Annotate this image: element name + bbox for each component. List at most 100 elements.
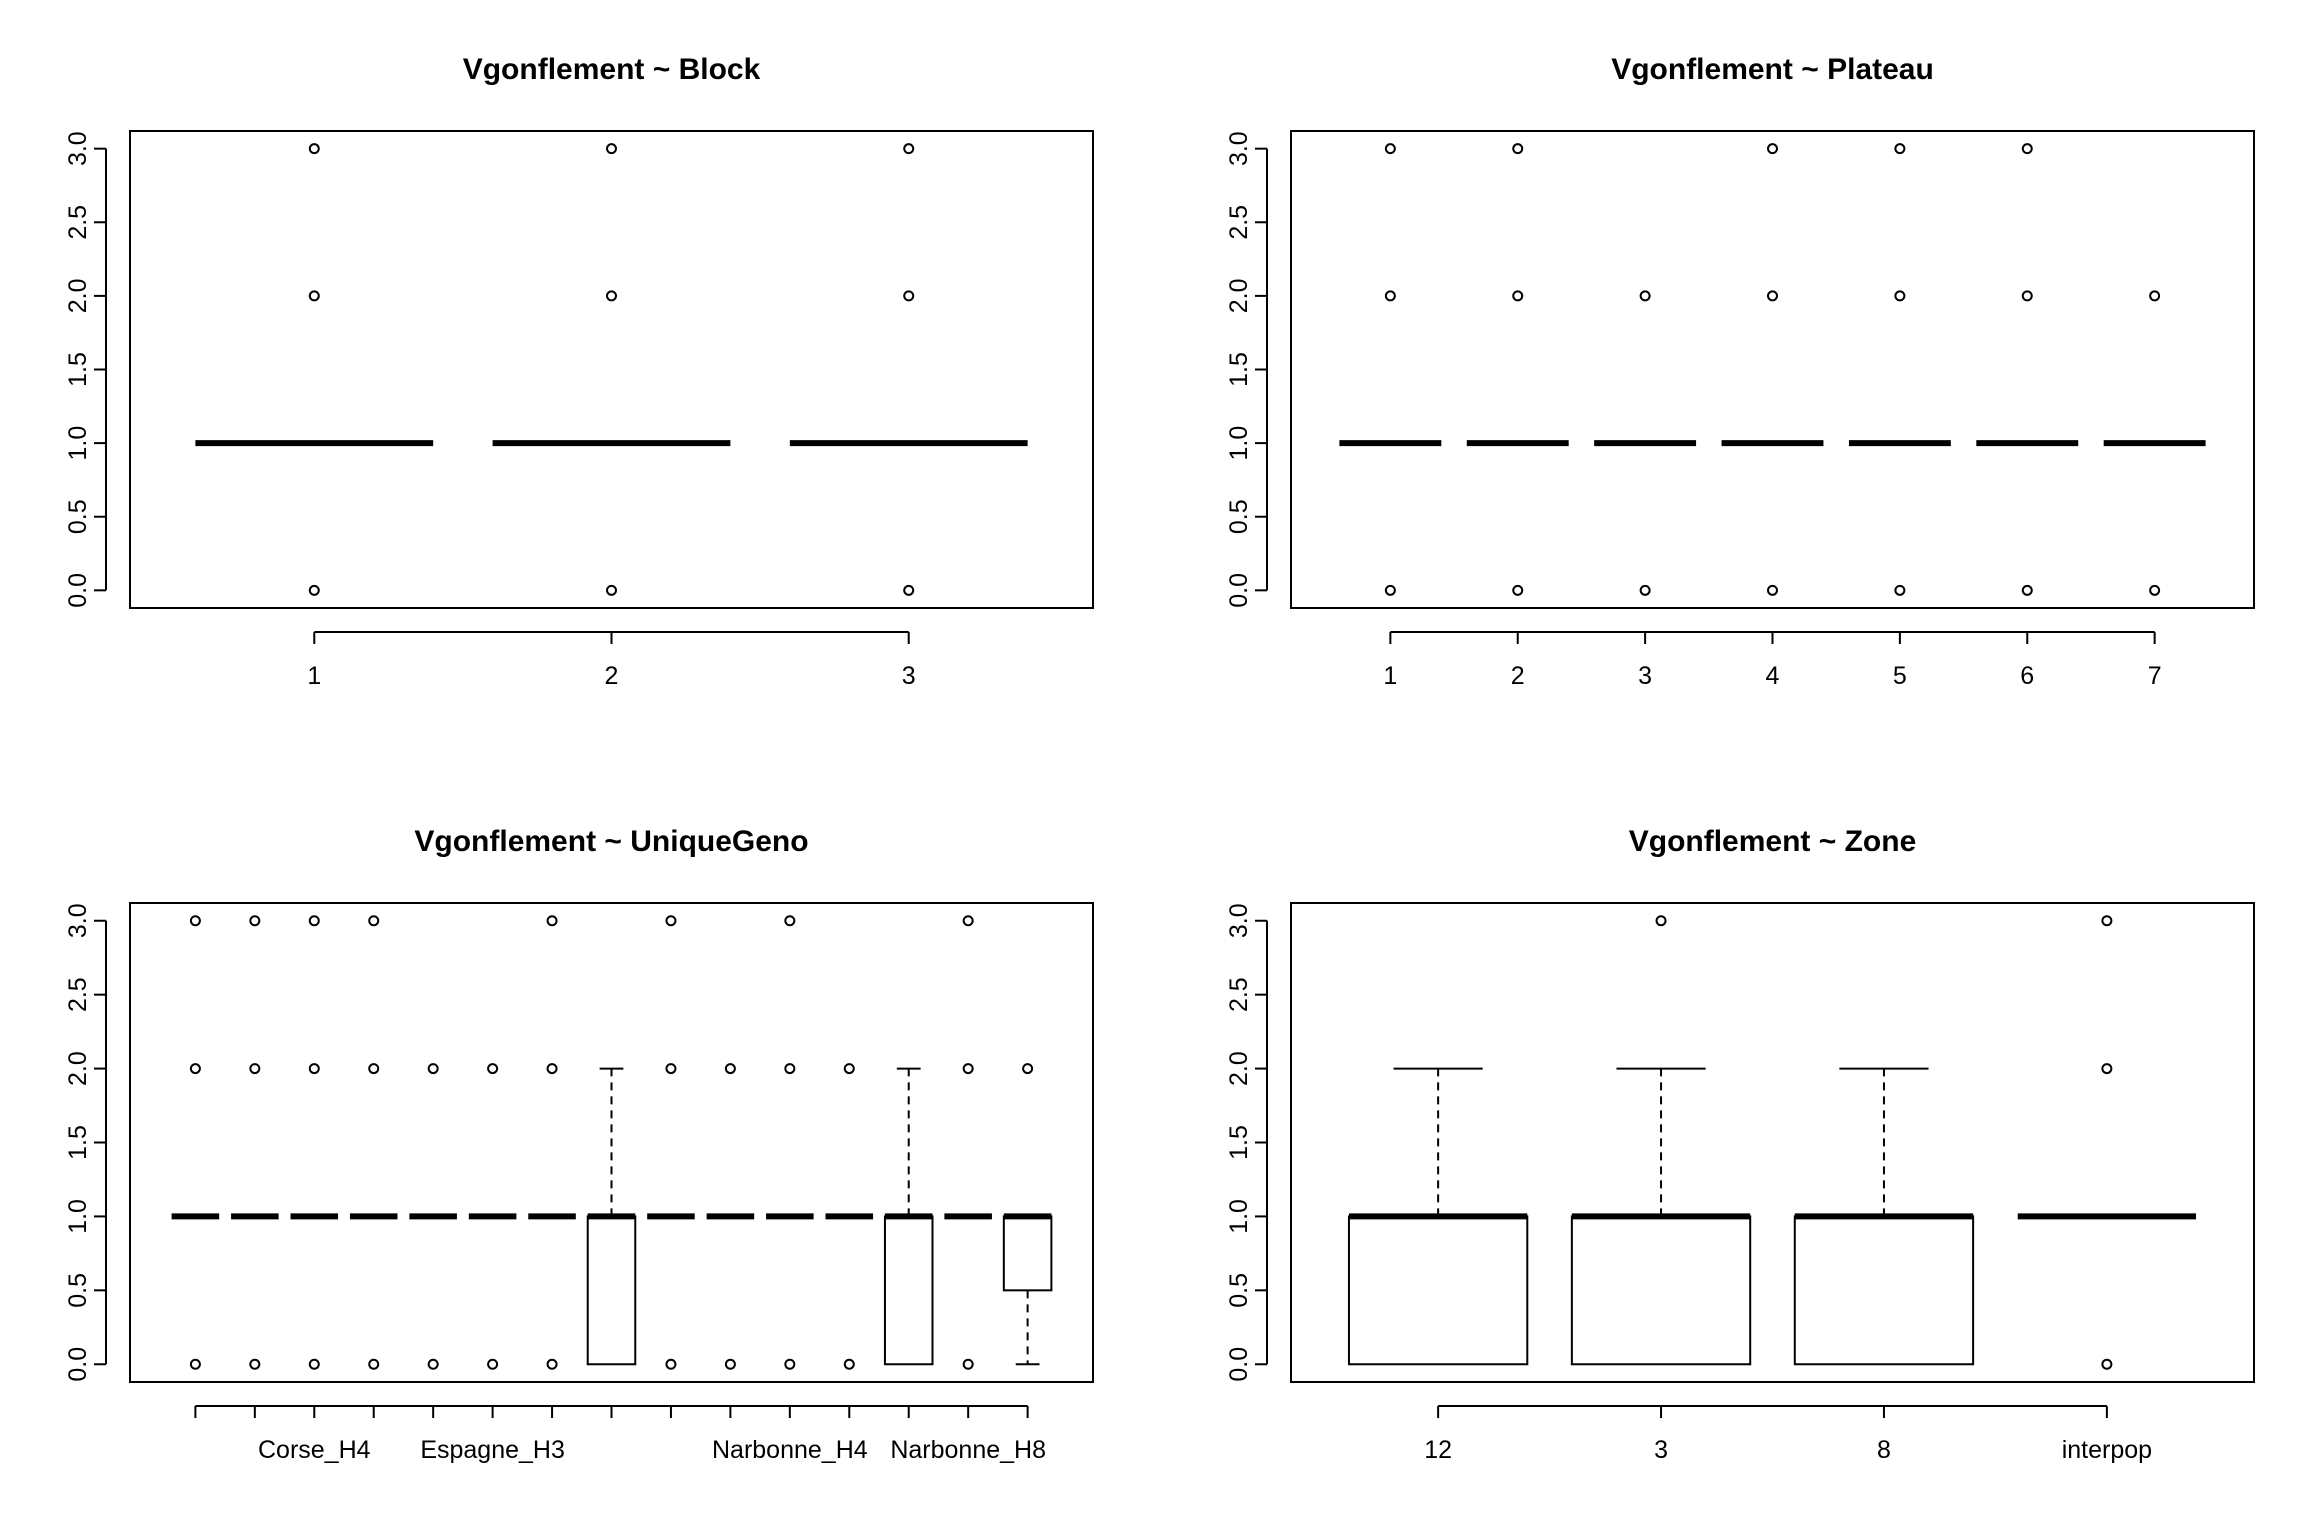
outlier-point <box>427 1063 439 1075</box>
x-tick-label: Espagne_H3 <box>420 1436 565 1464</box>
y-tick-label: 2.5 <box>64 205 92 240</box>
outlier-point <box>249 1063 261 1075</box>
outlier-point <box>2021 584 2033 596</box>
outlier-point <box>546 1063 558 1075</box>
outlier-point <box>1639 584 1651 596</box>
box-5 <box>1848 143 1951 596</box>
outlier-point <box>784 1358 796 1370</box>
outlier-point <box>2101 1358 2113 1370</box>
y-tick-label: 2.5 <box>1225 977 1253 1012</box>
box-1 <box>1339 143 1442 596</box>
box-15 <box>1002 1063 1053 1366</box>
outlier-point <box>2101 1063 2113 1075</box>
x-tick-label: 6 <box>2020 662 2034 690</box>
box-4 <box>1721 143 1824 596</box>
box-9 <box>647 915 695 1370</box>
x-tick-label: 3 <box>902 662 916 690</box>
box-2 <box>231 915 279 1370</box>
box-6 <box>468 1063 517 1370</box>
outlier-point <box>2021 143 2033 155</box>
outlier-point <box>2149 584 2161 596</box>
y-tick-label: 1.5 <box>64 1125 92 1160</box>
box-3 <box>1594 290 1697 596</box>
plot-frame <box>129 130 1094 609</box>
x-tick-label: 1 <box>1383 662 1397 690</box>
box-1 <box>1347 1067 1529 1366</box>
x-tick-label: Narbonne_H8 <box>890 1436 1046 1464</box>
y-tick-label: 3.0 <box>64 131 92 166</box>
outlier-point <box>606 290 617 302</box>
outlier-point <box>665 1358 677 1370</box>
y-tick-label: 1.0 <box>1225 426 1253 461</box>
outlier-point <box>903 290 915 302</box>
box-7 <box>2103 290 2206 596</box>
outlier-point <box>308 584 320 596</box>
box-6 <box>1976 143 2079 596</box>
outlier-point <box>368 1063 380 1075</box>
x-tick-label: 2 <box>1511 662 1525 690</box>
outlier-point <box>487 1358 499 1370</box>
outlier-point <box>1894 143 1906 155</box>
x-tick-label: 4 <box>1766 662 1780 690</box>
outlier-point <box>546 1358 558 1370</box>
y-tick-label: 2.5 <box>1225 205 1253 240</box>
outlier-point <box>308 1063 320 1075</box>
outlier-point <box>1767 290 1778 302</box>
y-tick-label: 0.0 <box>64 573 92 608</box>
outlier-point <box>189 1063 201 1075</box>
y-tick-label: 3.0 <box>64 903 92 938</box>
box-3 <box>290 915 339 1370</box>
y-tick-label: 0.5 <box>1225 1273 1253 1308</box>
outlier-point <box>1384 143 1396 155</box>
outlier-point <box>962 1358 974 1370</box>
y-tick-label: 0.0 <box>1225 1347 1253 1382</box>
x-tick-label: 8 <box>1877 1436 1891 1464</box>
outlier-point <box>249 915 261 927</box>
outlier-point <box>1512 143 1524 155</box>
plot-frame <box>129 902 1094 1383</box>
outlier-point <box>606 143 617 155</box>
outlier-point <box>1022 1063 1034 1075</box>
outlier-point <box>962 1063 974 1075</box>
box-8 <box>586 1067 637 1366</box>
outlier-point <box>843 1063 855 1075</box>
x-tick-label: 5 <box>1893 662 1907 690</box>
y-tick-label: 2.0 <box>64 279 92 314</box>
outlier-point <box>1639 290 1651 302</box>
chart-panel-1: Vgonflement ~ Block 0.0 0.5 1.0 1.5 2.0 2.5 3.0… <box>64 53 1094 690</box>
outlier-point <box>1894 290 1906 302</box>
chart-title: Vgonflement ~ UniqueGeno <box>414 825 808 858</box>
outlier-point <box>1767 584 1778 596</box>
outlier-point <box>308 290 320 302</box>
y-tick-label: 1.5 <box>1225 352 1253 387</box>
outlier-point <box>368 1358 380 1370</box>
y-tick-label: 1.0 <box>1225 1199 1253 1234</box>
x-tick-label: Corse_H4 <box>258 1436 371 1464</box>
x-tick-label: 3 <box>1654 1436 1668 1464</box>
box-12 <box>825 1063 874 1370</box>
y-tick-label: 1.5 <box>64 352 92 387</box>
y-tick-label: 2.5 <box>64 977 92 1012</box>
chart-title: Vgonflement ~ Zone <box>1629 825 1917 858</box>
chart-title: Vgonflement ~ Block <box>463 53 761 86</box>
outlier-point <box>724 1063 736 1075</box>
chart-panel-2: Vgonflement ~ Plateau 0.0 0.5 1.0 1.5 2.0 2.5 3… <box>1225 53 2255 690</box>
box-1 <box>171 915 220 1370</box>
box-14 <box>944 915 992 1370</box>
outlier-point <box>2101 915 2113 927</box>
outlier-point <box>843 1358 855 1370</box>
outlier-point <box>427 1358 439 1370</box>
outlier-point <box>189 1358 201 1370</box>
outlier-point <box>724 1358 736 1370</box>
x-tick-label: 3 <box>1638 662 1652 690</box>
outlier-point <box>249 1358 261 1370</box>
y-tick-label: 1.0 <box>64 426 92 461</box>
outlier-point <box>665 1063 677 1075</box>
outlier-point <box>665 915 677 927</box>
outlier-point <box>1655 915 1667 927</box>
box-3 <box>1793 1067 1975 1366</box>
box-2 <box>1570 915 1752 1366</box>
y-tick-label: 0.5 <box>64 1273 92 1308</box>
box-11 <box>766 915 814 1370</box>
